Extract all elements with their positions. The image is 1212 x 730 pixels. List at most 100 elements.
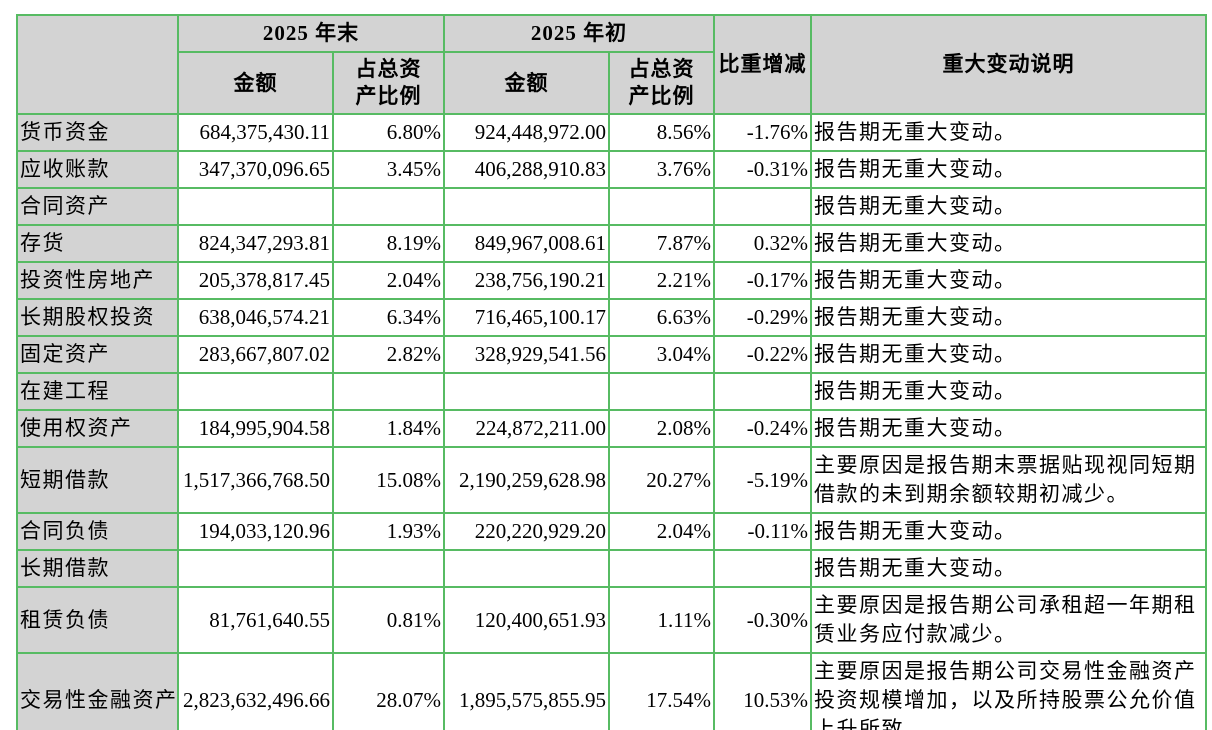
change-pct: -0.17%: [713, 261, 812, 300]
table-row: 存货 824,347,293.81 8.19% 849,967,008.61 7…: [16, 224, 1207, 263]
begin-pct: 2.04%: [608, 512, 715, 551]
change-note: 报告期无重大变动。: [810, 150, 1207, 189]
header-amount-end: 金额: [177, 51, 334, 115]
begin-pct: 7.87%: [608, 224, 715, 263]
begin-amount: 328,929,541.56: [443, 335, 610, 374]
header-amount-begin: 金额: [443, 51, 610, 115]
end-amount: 824,347,293.81: [177, 224, 334, 263]
table-body: 货币资金 684,375,430.11 6.80% 924,448,972.00…: [16, 113, 1207, 730]
end-amount: 347,370,096.65: [177, 150, 334, 189]
item-label: 合同负债: [16, 512, 179, 551]
begin-amount: 224,872,211.00: [443, 409, 610, 448]
item-label: 在建工程: [16, 372, 179, 411]
change-pct: 10.53%: [713, 652, 812, 730]
change-note: 报告期无重大变动。: [810, 372, 1207, 411]
begin-amount: 120,400,651.93: [443, 586, 610, 654]
begin-pct: 3.76%: [608, 150, 715, 189]
header-pct-end-text: 占总资产比例: [355, 57, 422, 108]
change-pct: -0.11%: [713, 512, 812, 551]
item-label: 租赁负债: [16, 586, 179, 654]
change-note: 报告期无重大变动。: [810, 335, 1207, 374]
end-pct: 15.08%: [332, 446, 445, 514]
begin-amount: [443, 372, 610, 411]
end-pct: [332, 372, 445, 411]
change-note: 报告期无重大变动。: [810, 113, 1207, 152]
change-pct: -0.24%: [713, 409, 812, 448]
begin-amount: 2,190,259,628.98: [443, 446, 610, 514]
table-row: 固定资产 283,667,807.02 2.82% 328,929,541.56…: [16, 335, 1207, 374]
end-amount: [177, 549, 334, 588]
begin-pct: 6.63%: [608, 298, 715, 337]
item-label: 货币资金: [16, 113, 179, 152]
change-pct: -5.19%: [713, 446, 812, 514]
table-row: 合同资产 报告期无重大变动。: [16, 187, 1207, 226]
change-note: 报告期无重大变动。: [810, 298, 1207, 337]
header-pct-begin: 占总资产比例: [608, 51, 715, 115]
end-amount: [177, 187, 334, 226]
begin-amount: 406,288,910.83: [443, 150, 610, 189]
table-row: 投资性房地产 205,378,817.45 2.04% 238,756,190.…: [16, 261, 1207, 300]
item-label: 投资性房地产: [16, 261, 179, 300]
begin-amount: 924,448,972.00: [443, 113, 610, 152]
begin-amount: [443, 549, 610, 588]
begin-amount: [443, 187, 610, 226]
end-amount: 81,761,640.55: [177, 586, 334, 654]
table-row: 在建工程 报告期无重大变动。: [16, 372, 1207, 411]
end-pct: 2.82%: [332, 335, 445, 374]
table-row: 货币资金 684,375,430.11 6.80% 924,448,972.00…: [16, 113, 1207, 152]
end-amount: 205,378,817.45: [177, 261, 334, 300]
item-label: 合同资产: [16, 187, 179, 226]
begin-amount: 1,895,575,855.95: [443, 652, 610, 730]
end-pct: 1.84%: [332, 409, 445, 448]
end-pct: [332, 187, 445, 226]
end-pct: 3.45%: [332, 150, 445, 189]
begin-pct: [608, 372, 715, 411]
end-pct: [332, 549, 445, 588]
change-note: 报告期无重大变动。: [810, 224, 1207, 263]
begin-pct: 8.56%: [608, 113, 715, 152]
end-amount: 1,517,366,768.50: [177, 446, 334, 514]
table-row: 长期股权投资 638,046,574.21 6.34% 716,465,100.…: [16, 298, 1207, 337]
change-pct: [713, 549, 812, 588]
begin-pct: 2.08%: [608, 409, 715, 448]
item-label: 短期借款: [16, 446, 179, 514]
end-amount: 2,823,632,496.66: [177, 652, 334, 730]
change-pct: -1.76%: [713, 113, 812, 152]
change-note: 主要原因是报告期公司交易性金融资产投资规模增加，以及所持股票公允价值上升所致。: [810, 652, 1207, 730]
begin-pct: 1.11%: [608, 586, 715, 654]
begin-pct: 3.04%: [608, 335, 715, 374]
table-row: 合同负债 194,033,120.96 1.93% 220,220,929.20…: [16, 512, 1207, 551]
end-pct: 6.34%: [332, 298, 445, 337]
change-pct: -0.29%: [713, 298, 812, 337]
end-amount: 684,375,430.11: [177, 113, 334, 152]
item-label: 交易性金融资产: [16, 652, 179, 730]
change-pct: -0.31%: [713, 150, 812, 189]
begin-amount: 849,967,008.61: [443, 224, 610, 263]
end-amount: 194,033,120.96: [177, 512, 334, 551]
corner-cell: [16, 14, 179, 115]
begin-amount: 238,756,190.21: [443, 261, 610, 300]
change-pct: -0.30%: [713, 586, 812, 654]
asset-liability-change-table: 2025 年末 2025 年初 比重增减 重大变动说明 金额 占总资产比例 金额…: [16, 14, 1207, 730]
change-pct: -0.22%: [713, 335, 812, 374]
header-pct-begin-text: 占总资产比例: [628, 57, 695, 108]
end-pct: 2.04%: [332, 261, 445, 300]
end-pct: 0.81%: [332, 586, 445, 654]
table-row: 长期借款 报告期无重大变动。: [16, 549, 1207, 588]
table-row: 租赁负债 81,761,640.55 0.81% 120,400,651.93 …: [16, 586, 1207, 654]
change-note: 报告期无重大变动。: [810, 512, 1207, 551]
item-label: 长期借款: [16, 549, 179, 588]
item-label: 使用权资产: [16, 409, 179, 448]
header-period-end: 2025 年末: [177, 14, 445, 53]
item-label: 固定资产: [16, 335, 179, 374]
change-note: 报告期无重大变动。: [810, 409, 1207, 448]
header-pct-end: 占总资产比例: [332, 51, 445, 115]
change-note: 主要原因是报告期末票据贴现视同短期借款的未到期余额较期初减少。: [810, 446, 1207, 514]
change-pct: 0.32%: [713, 224, 812, 263]
end-amount: 184,995,904.58: [177, 409, 334, 448]
change-note: 报告期无重大变动。: [810, 261, 1207, 300]
header-change: 比重增减: [713, 14, 812, 115]
end-pct: 1.93%: [332, 512, 445, 551]
item-label: 存货: [16, 224, 179, 263]
